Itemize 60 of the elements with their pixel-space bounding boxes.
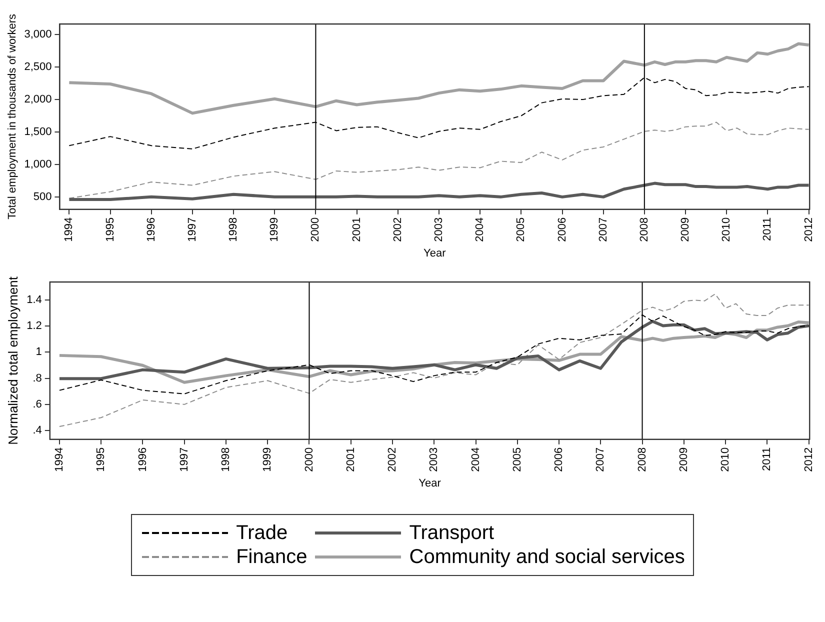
x-tick-label: 1995 [95, 447, 108, 472]
x-tick-label: 2004 [474, 217, 486, 242]
y-tick-label: 1 [36, 346, 42, 358]
y-axis-title: Normalized total employment [5, 276, 20, 445]
x-tick-label: 1999 [262, 447, 274, 472]
x-axis-title: Year [424, 247, 446, 260]
x-tick-label: 2009 [678, 447, 690, 472]
y-tick-label: .8 [32, 372, 42, 384]
x-tick-label: 2011 [761, 447, 774, 471]
x-tick-label: 1998 [220, 447, 232, 472]
x-tick-label: 2012 [802, 217, 815, 242]
x-tick-label: 2011 [762, 217, 774, 241]
x-tick-label: 1995 [104, 217, 116, 242]
x-tick-label: 1996 [136, 447, 149, 472]
x-tick-label: 2005 [515, 217, 528, 242]
x-tick-label: 1994 [63, 217, 76, 242]
x-tick-label: 2006 [556, 217, 568, 242]
x-tick-label: 1998 [228, 217, 240, 242]
y-tick-label: 1.4 [26, 294, 42, 306]
x-tick-label: 2010 [720, 217, 733, 242]
x-tick-label: 2006 [553, 447, 566, 472]
y-tick-label: 2,500 [24, 61, 52, 74]
x-tick-label: 1997 [186, 217, 198, 242]
y-tick-label: 500 [33, 190, 52, 203]
x-tick-label: 1999 [268, 217, 281, 242]
x-tick-label: 2008 [636, 447, 648, 472]
x-tick-label: 1994 [53, 447, 66, 472]
x-tick-label: 1997 [178, 447, 190, 472]
x-tick-label: 2000 [303, 447, 316, 472]
line-series [58, 294, 810, 428]
y-tick-label: 2,000 [24, 94, 52, 106]
legend-label: Community and social services [409, 545, 685, 569]
x-tick-label: 2001 [344, 447, 357, 472]
x-tick-label: 2012 [802, 447, 815, 472]
x-tick-label: 2008 [638, 217, 650, 242]
x-tick-label: 2007 [597, 217, 610, 242]
x-tick-label: 1996 [145, 217, 158, 242]
legend-label: Transport [409, 521, 494, 545]
x-tick-label: 2003 [428, 447, 440, 472]
legend-label: Trade [236, 521, 288, 545]
x-tick-label: 2001 [350, 217, 363, 242]
x-tick-label: 2010 [720, 447, 732, 472]
x-tick-label: 2005 [511, 447, 524, 472]
y-tick-label: .6 [32, 398, 42, 410]
x-tick-label: 2002 [386, 447, 399, 472]
x-axis-title: Year [418, 477, 442, 490]
y-tick-label: 1,500 [24, 126, 52, 138]
y-axis-title: Total employment in thousands of workers [6, 13, 19, 220]
x-tick-label: 2000 [310, 217, 322, 242]
x-tick-label: 2009 [680, 217, 692, 242]
x-tick-label: 2004 [470, 447, 482, 472]
y-tick-label: 3,000 [24, 28, 52, 41]
x-tick-label: 2003 [433, 217, 446, 242]
legend-label: Finance [236, 545, 308, 569]
line-series [68, 122, 810, 199]
y-tick-label: 1.2 [26, 320, 42, 332]
y-tick-label: .4 [32, 424, 42, 437]
x-tick-label: 2002 [392, 217, 404, 242]
y-tick-label: 1,000 [24, 158, 52, 171]
x-tick-label: 2007 [594, 447, 607, 472]
